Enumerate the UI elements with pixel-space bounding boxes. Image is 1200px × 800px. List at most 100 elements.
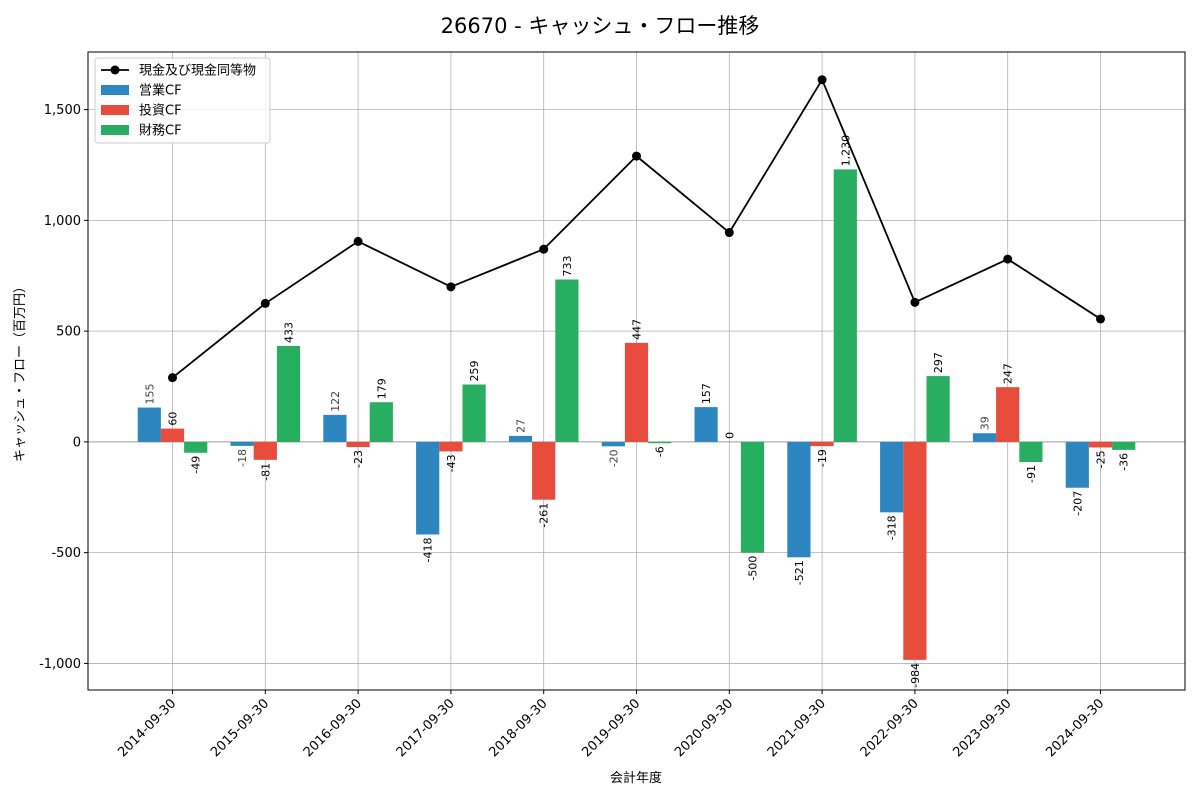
cash-point-2022-09-30 <box>910 297 920 307</box>
cash-point-2017-09-30 <box>446 282 456 292</box>
bar-営業CF-2015-09-30 <box>230 441 254 446</box>
y-tick-label: 1,000 <box>44 214 81 229</box>
bar-投資CF-2019-09-30 <box>624 342 649 442</box>
bar-value-label: 733 <box>561 256 574 277</box>
bar-value-label: 447 <box>631 319 644 340</box>
bar-value-label: -261 <box>538 503 551 528</box>
x-axis-ticks: 2014-09-30 2015-09-30 2016-09-30 2017-09-30… <box>115 690 1107 760</box>
bar-財務CF-2024-09-30 <box>1112 441 1136 450</box>
bar-value-label: -23 <box>352 450 365 468</box>
x-tick-label: 2022-09-30 <box>858 696 922 760</box>
bar-営業CF-2017-09-30 <box>416 441 440 535</box>
bar-営業CF-2016-09-30 <box>323 414 347 442</box>
bar-value-label: 27 <box>515 419 528 433</box>
bar-value-label: -81 <box>259 463 272 481</box>
x-tick-label: 2018-09-30 <box>486 696 550 760</box>
bar-value-label: -19 <box>816 449 829 467</box>
cash-point-2021-09-30 <box>817 75 827 85</box>
bar-投資CF-2021-09-30 <box>810 441 834 447</box>
bar-投資CF-2023-09-30 <box>996 387 1020 442</box>
bar-value-label: -20 <box>607 449 620 467</box>
bar-営業CF-2018-09-30 <box>508 435 533 442</box>
legend-label: 現金及び現金同等物 <box>139 63 256 79</box>
bar-営業CF-2024-09-30 <box>1065 441 1089 488</box>
bar-投資CF-2016-09-30 <box>346 441 370 447</box>
bar-投資CF-2022-09-30 <box>903 441 927 660</box>
bar-value-label: 433 <box>283 322 296 343</box>
bar-value-label: -418 <box>422 537 435 562</box>
bar-財務CF-2021-09-30 <box>833 169 857 442</box>
bar-value-label: -984 <box>909 663 922 688</box>
bar-labels: 155 -18 122 -418 27 -20 157 -521 -318 39 -207 60 -81… <box>143 135 1130 688</box>
x-tick-label: 2020-09-30 <box>672 696 736 760</box>
bar-value-label: 60 <box>167 412 180 426</box>
bar-value-label: -18 <box>236 449 249 467</box>
bar-value-label: -36 <box>1118 453 1131 471</box>
cash-point-2018-09-30 <box>539 244 549 254</box>
legend-label: 投資CF <box>139 103 182 119</box>
cash-point-2014-09-30 <box>168 373 177 383</box>
bar-value-label: 39 <box>979 416 992 430</box>
bar-投資CF-2017-09-30 <box>439 441 463 452</box>
y-tick-label: -500 <box>51 546 81 561</box>
bars <box>137 169 1136 660</box>
bar-営業CF-2014-09-30 <box>137 407 161 442</box>
bar-財務CF-2014-09-30 <box>184 441 208 453</box>
bar-投資CF-2018-09-30 <box>532 441 556 500</box>
bar-value-label: 0 <box>723 432 736 439</box>
bar-value-label: -500 <box>747 556 760 581</box>
y-tick-label: 0 <box>73 435 81 450</box>
bar-value-label: -318 <box>886 515 899 540</box>
legend-box <box>94 57 271 144</box>
bar-投資CF-2024-09-30 <box>1088 441 1113 448</box>
x-tick-label: 2014-09-30 <box>115 696 179 760</box>
bar-value-label: 247 <box>1002 363 1015 384</box>
x-tick-label: 2017-09-30 <box>394 696 458 760</box>
bar-value-label: -521 <box>793 560 806 585</box>
bar-value-label: -91 <box>1025 465 1038 483</box>
cash-point-2020-09-30 <box>724 228 734 238</box>
legend-label: 営業CF <box>139 83 182 99</box>
x-tick-label: 2021-09-30 <box>765 696 829 760</box>
bar-value-label: -207 <box>1071 491 1084 516</box>
x-axis-label: 会計年度 <box>610 770 662 786</box>
bar-財務CF-2019-09-30 <box>648 441 672 444</box>
cash-point-2015-09-30 <box>260 298 270 308</box>
y-tick-label: 1,500 <box>44 103 81 118</box>
bar-value-label: 157 <box>700 383 713 404</box>
bar-営業CF-2023-09-30 <box>972 433 997 442</box>
bar-財務CF-2015-09-30 <box>276 345 301 442</box>
legend-label: 財務CF <box>139 124 182 139</box>
bar-value-label: 155 <box>143 384 156 405</box>
y-tick-label: -1,000 <box>39 657 81 672</box>
bar-営業CF-2022-09-30 <box>880 441 904 513</box>
legend-bar-swatch <box>101 85 129 95</box>
x-tick-label: 2016-09-30 <box>301 696 365 760</box>
bar-value-label: -43 <box>445 454 458 472</box>
bar-財務CF-2016-09-30 <box>369 402 393 442</box>
y-tick-label: 500 <box>56 325 81 340</box>
bar-value-label: 1,230 <box>839 135 852 167</box>
bar-営業CF-2020-09-30 <box>694 407 718 442</box>
x-tick-label: 2023-09-30 <box>950 696 1014 760</box>
bar-営業CF-2021-09-30 <box>787 441 811 558</box>
bar-財務CF-2023-09-30 <box>1019 441 1043 463</box>
bar-value-label: -25 <box>1095 450 1108 468</box>
bar-value-label: 297 <box>932 352 945 373</box>
bar-財務CF-2017-09-30 <box>462 384 486 442</box>
bar-投資CF-2014-09-30 <box>160 428 185 442</box>
bar-財務CF-2022-09-30 <box>926 376 950 442</box>
bar-投資CF-2015-09-30 <box>253 441 277 460</box>
x-tick-label: 2024-09-30 <box>1043 696 1107 760</box>
bar-value-label: -6 <box>654 446 667 457</box>
bar-value-label: 179 <box>375 378 388 399</box>
x-tick-label: 2015-09-30 <box>208 696 272 760</box>
chart-title: 26670 - キャッシュ・フロー推移 <box>441 14 760 38</box>
legend-marker <box>110 65 120 75</box>
bar-営業CF-2019-09-30 <box>601 441 625 447</box>
cash-point-2023-09-30 <box>1003 254 1013 264</box>
cash-point-2016-09-30 <box>353 236 363 246</box>
bar-value-label: -49 <box>190 456 203 474</box>
